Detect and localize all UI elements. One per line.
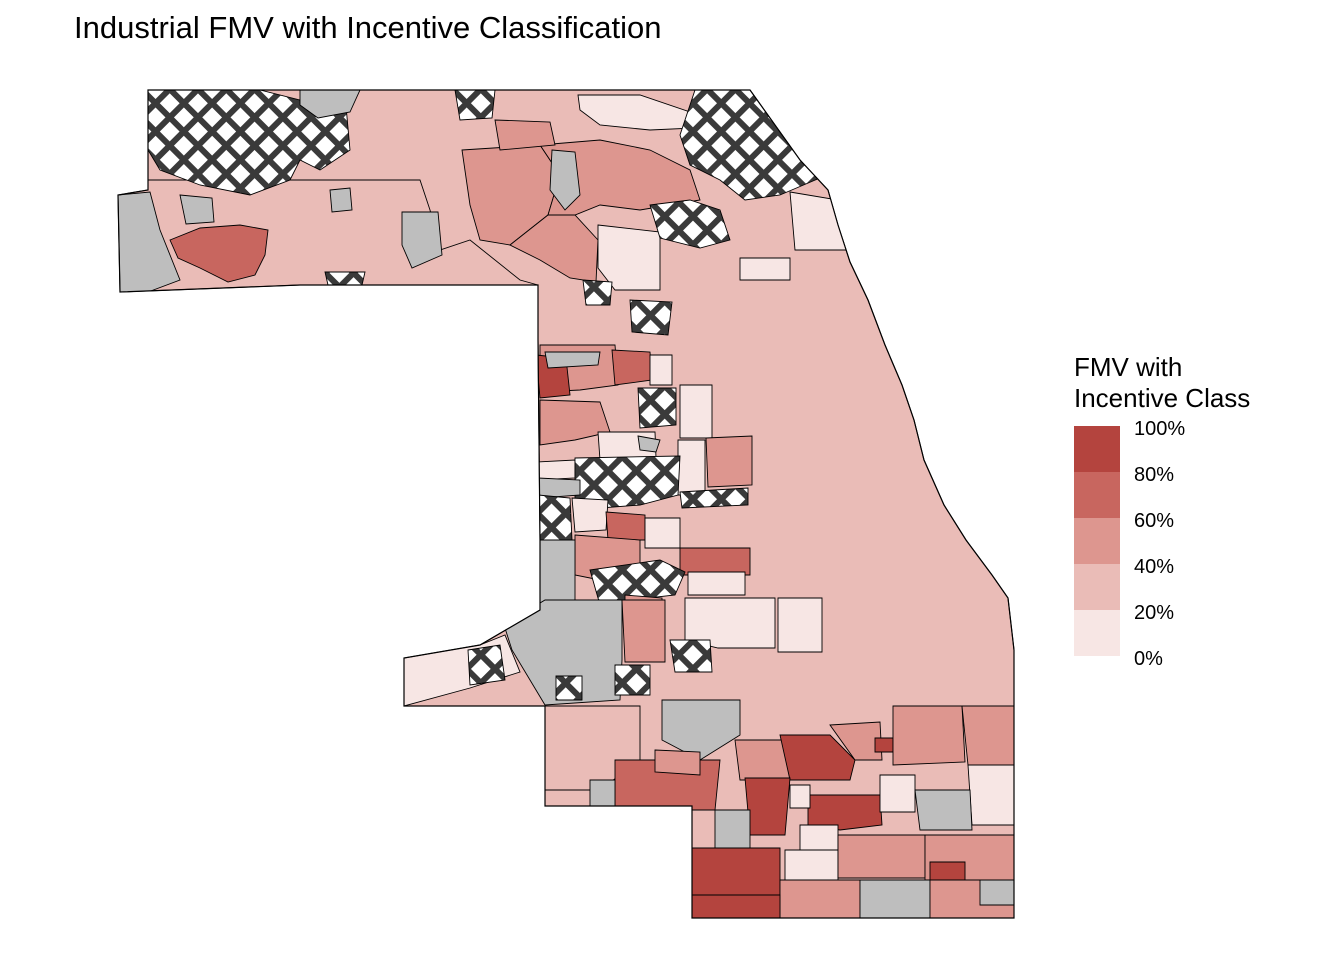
region-hatch-north-6 bbox=[324, 271, 366, 286]
region-south-80-100-c bbox=[744, 777, 791, 836]
region-west-arm-40-60 bbox=[621, 599, 666, 663]
region-south-gray-d bbox=[914, 789, 973, 831]
region-hatch-central-3 bbox=[679, 487, 749, 509]
region-south-0-20-e bbox=[784, 849, 839, 881]
region-hatch-north-4 bbox=[582, 279, 613, 306]
region-north-40-60-c bbox=[494, 119, 556, 151]
region-central-0-20-h bbox=[687, 571, 746, 596]
region-south-gray-a bbox=[661, 699, 741, 761]
legend: FMV with Incentive Class 100% 80% 60% 40… bbox=[1074, 352, 1314, 686]
legend-swatch-60-80 bbox=[1074, 472, 1120, 518]
region-central-60-80-a bbox=[611, 349, 653, 386]
region-hatch-west-arm-3 bbox=[614, 664, 651, 696]
region-south-80-100-e bbox=[691, 847, 781, 896]
region-hatch-north-1 bbox=[454, 90, 496, 121]
legend-tick-20: 20% bbox=[1134, 602, 1175, 624]
region-gray-central-1 bbox=[544, 351, 601, 369]
region-south-gray-b bbox=[589, 779, 616, 807]
legend-color-scale: 100% 80% 60% 40% 20% 0% bbox=[1074, 418, 1314, 686]
region-south-80-100-d bbox=[807, 794, 883, 831]
region-central-0-20-j bbox=[777, 597, 823, 653]
region-south-40-60-b bbox=[654, 749, 701, 776]
region-hatch-central-1 bbox=[637, 387, 677, 429]
region-south-0-20-d bbox=[799, 824, 839, 851]
legend-tick-0: 0% bbox=[1134, 648, 1163, 670]
region-hatch-north-5 bbox=[629, 299, 673, 336]
region-north-0-20-a bbox=[577, 94, 696, 131]
region-gray-northwest-4 bbox=[329, 187, 353, 213]
region-central-0-20-g bbox=[644, 517, 681, 549]
legend-tick-100: 100% bbox=[1134, 418, 1186, 440]
region-gray-northwest-2 bbox=[401, 211, 443, 269]
region-central-40-60-b bbox=[539, 399, 611, 446]
legend-tick-60: 60% bbox=[1134, 510, 1175, 532]
region-hatch-west-arm-1 bbox=[467, 644, 506, 686]
region-south-80-100-f bbox=[929, 861, 966, 881]
legend-swatch-0-20 bbox=[1074, 610, 1120, 656]
region-south-80-100-a bbox=[779, 734, 856, 781]
region-gray-central-4 bbox=[537, 539, 576, 611]
region-south-40-60-i bbox=[779, 879, 861, 918]
region-hatch-west-arm-2 bbox=[555, 675, 583, 701]
region-central-40-60-c bbox=[705, 435, 753, 488]
legend-title-line-1: FMV with bbox=[1074, 352, 1183, 382]
region-central-0-20-a bbox=[649, 354, 673, 386]
region-central-60-80-c bbox=[679, 547, 751, 576]
region-gray-central-2 bbox=[637, 435, 661, 453]
region-central-0-20-b bbox=[679, 384, 713, 439]
region-gray-north-1 bbox=[299, 90, 361, 119]
region-west-arm-gray bbox=[503, 599, 623, 706]
region-south-0-20-c bbox=[879, 774, 916, 813]
region-south-0-20-a bbox=[967, 764, 1014, 826]
region-central-0-20-d bbox=[677, 439, 706, 496]
legend-swatch-80-100 bbox=[1074, 426, 1120, 472]
region-south-40-60-c bbox=[734, 739, 791, 781]
region-central-0-20-f bbox=[571, 497, 609, 533]
region-south-40-60-d bbox=[829, 721, 883, 761]
region-hatch-north-3 bbox=[649, 199, 731, 249]
region-south-80-100-g bbox=[691, 894, 781, 918]
region-schaumburg-area bbox=[169, 224, 269, 283]
region-gray-north-2 bbox=[549, 149, 581, 211]
region-south-40-60-f bbox=[961, 705, 1014, 766]
legend-tick-80: 80% bbox=[1134, 464, 1175, 486]
region-south-40-60-g bbox=[837, 834, 926, 879]
region-gray-central-3 bbox=[537, 477, 581, 499]
region-north-0-20-b bbox=[597, 224, 661, 291]
legend-title-line-2: Incentive Class bbox=[1074, 383, 1251, 413]
map-title: Industrial FMV with Incentive Classifica… bbox=[74, 10, 662, 45]
county-outline bbox=[117, 89, 1015, 919]
legend-swatch-20-40 bbox=[1074, 564, 1120, 610]
region-central-0-20-e bbox=[535, 459, 576, 481]
region-south-gray-f bbox=[979, 879, 1014, 906]
region-south-gray-e bbox=[859, 879, 931, 918]
region-south-80-100-b bbox=[874, 737, 894, 753]
region-north-0-20-d bbox=[739, 257, 791, 281]
region-central-60-80-b bbox=[605, 511, 646, 541]
region-south-40-60-e bbox=[892, 705, 966, 766]
region-north-40-60-d bbox=[509, 214, 599, 283]
legend-tick-40: 40% bbox=[1134, 556, 1175, 578]
region-south-gray-c bbox=[714, 809, 751, 849]
region-south-0-20-b bbox=[789, 784, 811, 809]
region-central-0-20-i bbox=[684, 597, 776, 649]
region-north-0-20-c bbox=[789, 191, 851, 251]
legend-swatch-40-60 bbox=[1074, 518, 1120, 564]
region-hatch-central-6 bbox=[669, 639, 713, 673]
region-gray-northwest-3 bbox=[179, 194, 215, 225]
region-north-40-60-b bbox=[539, 139, 701, 216]
